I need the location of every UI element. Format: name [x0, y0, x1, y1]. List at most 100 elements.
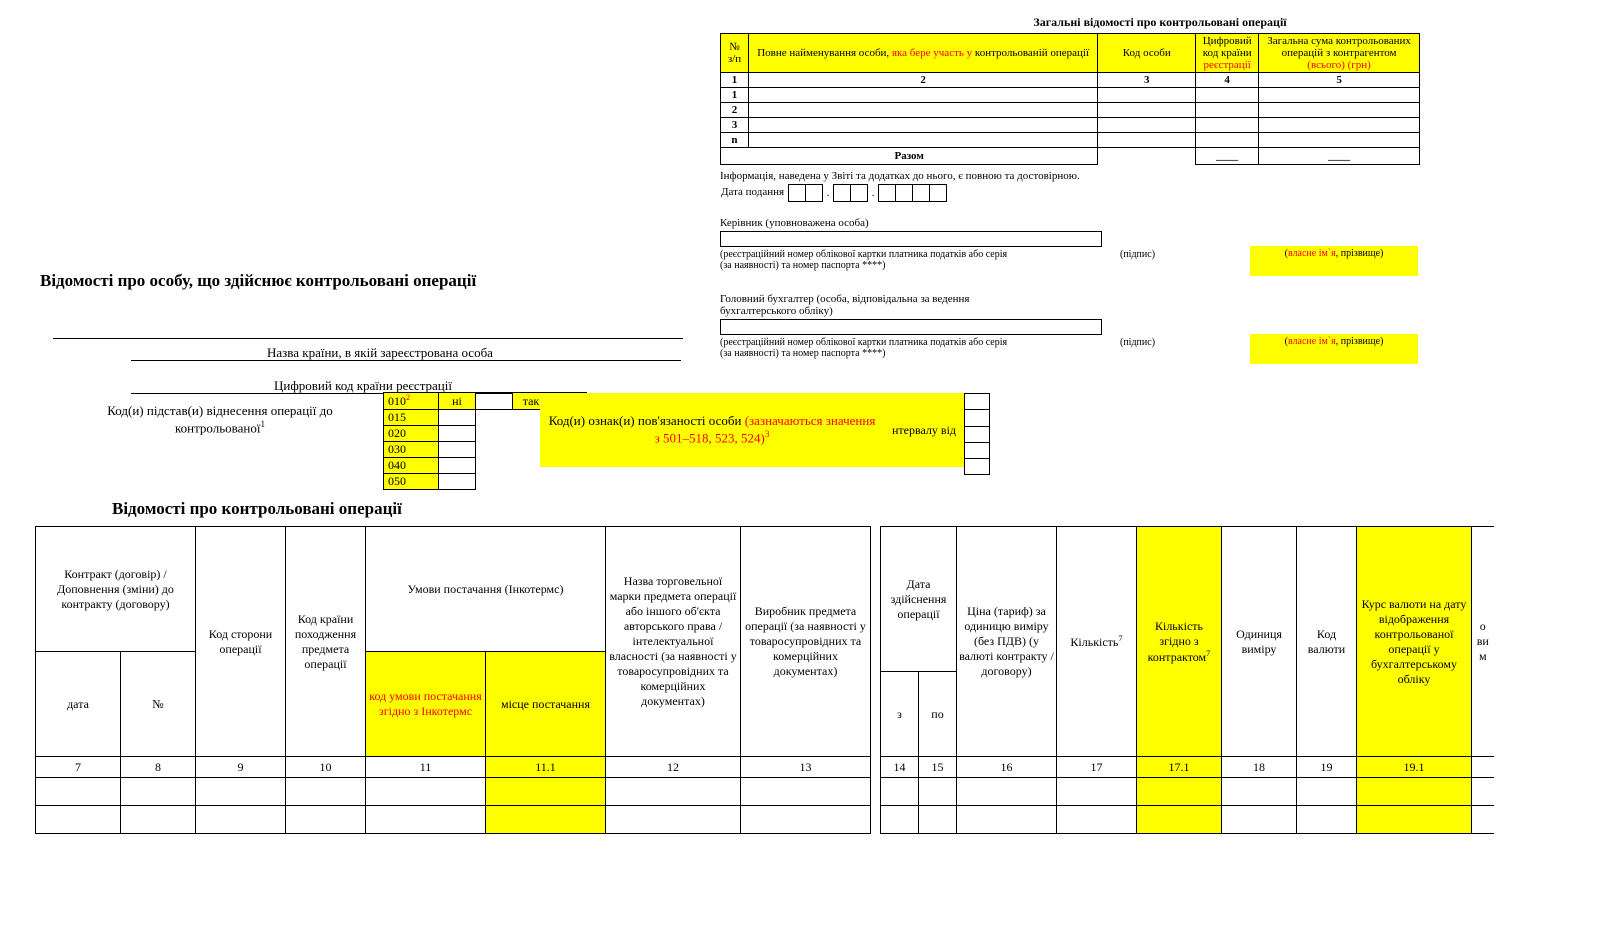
colnum: 19.1 [1357, 757, 1472, 778]
colnum: 7 [36, 757, 121, 778]
sig2-name-box[interactable]: (власне ім`я, прізвище) [1250, 334, 1418, 364]
colnum: 16 [957, 757, 1057, 778]
cell[interactable] [1222, 778, 1297, 806]
cell[interactable] [196, 806, 286, 834]
sig1-block: Керівник (уповноважена особа) (реєстраці… [720, 217, 1420, 271]
cell[interactable] [1297, 778, 1357, 806]
colnum: 3 [1098, 73, 1196, 88]
cell[interactable] [1098, 118, 1196, 133]
cell[interactable] [1472, 778, 1494, 806]
date-cell[interactable] [896, 185, 913, 202]
sig1-input[interactable] [720, 231, 1102, 247]
cell[interactable] [1057, 806, 1137, 834]
date-cell[interactable] [789, 185, 806, 202]
cell[interactable] [606, 778, 741, 806]
conn-cell[interactable] [965, 410, 990, 426]
sig2-input[interactable] [720, 319, 1102, 335]
h-date: дата [36, 652, 121, 757]
cell[interactable] [881, 806, 919, 834]
cell[interactable] [1297, 806, 1357, 834]
conn-cell[interactable] [965, 394, 990, 410]
cell[interactable] [286, 778, 366, 806]
cell[interactable] [606, 806, 741, 834]
cell[interactable] [1259, 88, 1420, 103]
cell[interactable] [1137, 778, 1222, 806]
basis-cell[interactable] [439, 426, 476, 442]
cell[interactable] [748, 88, 1097, 103]
cell[interactable] [36, 806, 121, 834]
cell[interactable] [286, 806, 366, 834]
basis-cell[interactable] [476, 393, 513, 410]
cell[interactable] [1357, 778, 1472, 806]
country-label: Назва країни, в якій зареєстрована особа [267, 345, 493, 361]
rownum: 1 [721, 88, 749, 103]
cell[interactable] [1259, 133, 1420, 148]
colnum: 12 [606, 757, 741, 778]
cell[interactable] [1196, 88, 1259, 103]
basis-cell[interactable] [439, 474, 476, 490]
cell[interactable] [121, 778, 196, 806]
cell[interactable] [1098, 133, 1196, 148]
cell[interactable] [366, 806, 486, 834]
cell[interactable] [1222, 806, 1297, 834]
date-cell[interactable] [806, 185, 823, 202]
conn-cell[interactable] [965, 426, 990, 442]
cell[interactable] [1259, 103, 1420, 118]
basis-code: 040 [384, 458, 439, 474]
cell[interactable] [881, 778, 919, 806]
cell[interactable] [748, 133, 1097, 148]
cell[interactable] [957, 806, 1057, 834]
cell[interactable] [741, 806, 871, 834]
cell[interactable] [1098, 88, 1196, 103]
date-cell[interactable] [834, 185, 851, 202]
date-cell[interactable] [930, 185, 947, 202]
colnum: 1 [721, 73, 749, 88]
gen-h-code-country: Цифровий код країни реєстрації [1196, 34, 1259, 73]
cell[interactable] [919, 778, 957, 806]
cell[interactable] [1057, 778, 1137, 806]
cell[interactable] [748, 103, 1097, 118]
conn-cell[interactable] [965, 442, 990, 458]
cell[interactable] [1259, 118, 1420, 133]
colnum: 10 [286, 757, 366, 778]
basis-code: 015 [384, 410, 439, 426]
date-cell[interactable] [913, 185, 930, 202]
cell[interactable] [919, 806, 957, 834]
h-contract: Контракт (договір) / Доповнення (зміни) … [36, 527, 196, 652]
cell[interactable] [741, 778, 871, 806]
cell[interactable] [121, 806, 196, 834]
cell[interactable] [486, 806, 606, 834]
cell[interactable] [1196, 133, 1259, 148]
date-cell[interactable] [879, 185, 896, 202]
cell[interactable] [1472, 806, 1494, 834]
cell[interactable] [957, 778, 1057, 806]
cell[interactable] [196, 778, 286, 806]
cell[interactable] [1196, 103, 1259, 118]
h-producer: Виробник предмета операції (за наявності… [741, 527, 871, 757]
cell[interactable] [748, 118, 1097, 133]
date-cell[interactable] [851, 185, 868, 202]
cell[interactable] [1357, 806, 1472, 834]
cell[interactable] [1137, 806, 1222, 834]
basis-label: Код(и) підстав(и) віднесення операції до… [70, 403, 370, 436]
conn-cell[interactable] [965, 459, 990, 475]
connectedness-label: Код(и) ознак(и) пов'язаності особи (зазн… [540, 393, 884, 467]
colnum: 17 [1057, 757, 1137, 778]
basis-cell[interactable] [439, 442, 476, 458]
cell: ____ [1196, 148, 1259, 165]
cell[interactable] [486, 778, 606, 806]
sig1-name-box[interactable]: (власне ім`я, прізвище) [1250, 246, 1418, 276]
basis-code: 030 [384, 442, 439, 458]
h-rate: Курс валюти на дату відображення контрол… [1357, 527, 1472, 757]
basis-cell[interactable] [439, 410, 476, 426]
h-qty-contract: Кількість згідно з контрактом7 [1137, 527, 1222, 757]
cell[interactable] [36, 778, 121, 806]
colnum: 15 [919, 757, 957, 778]
cell[interactable] [1196, 118, 1259, 133]
dot: . [823, 185, 834, 202]
cell[interactable] [1098, 103, 1196, 118]
cell[interactable] [366, 778, 486, 806]
h-unit: Одиниця виміру [1222, 527, 1297, 757]
h-incoterms-code: код умови постачання згідно з Інкотермс [366, 652, 486, 757]
basis-cell[interactable] [439, 458, 476, 474]
